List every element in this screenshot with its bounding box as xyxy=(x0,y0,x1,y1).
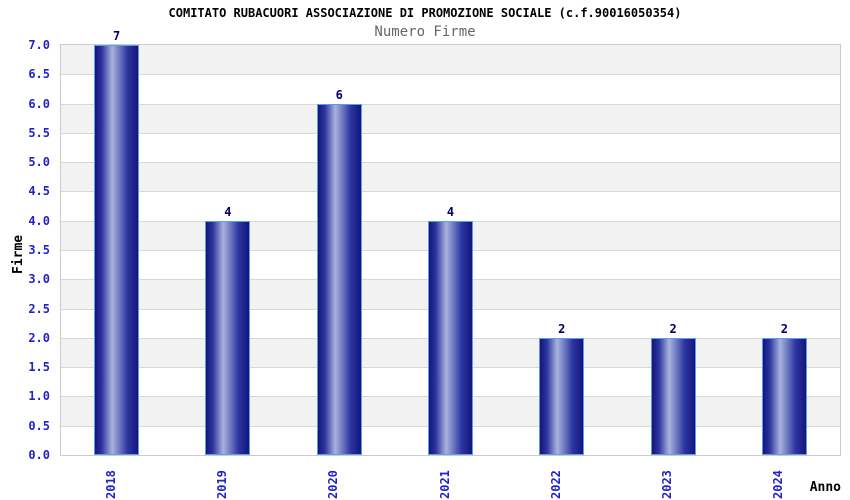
bar-value-label: 7 xyxy=(113,29,121,43)
bar xyxy=(205,220,251,455)
x-tick-label: 2019 xyxy=(214,470,229,499)
y-tick-label: 4.5 xyxy=(28,184,50,199)
y-tick-label: 2.0 xyxy=(28,330,50,345)
y-tick-label: 0.5 xyxy=(28,418,50,433)
bar xyxy=(761,337,807,455)
bar xyxy=(650,337,696,455)
x-tick-label: 2024 xyxy=(771,470,786,499)
x-tick-label: 2023 xyxy=(660,470,675,499)
plot-band xyxy=(61,45,840,75)
bar-value-label: 4 xyxy=(446,204,455,219)
bar-value-label: 2 xyxy=(669,321,677,336)
y-tick-label: 2.5 xyxy=(28,301,50,316)
y-tick-label: 0.0 xyxy=(28,448,50,462)
gridline xyxy=(61,74,840,76)
bar-value-label: 2 xyxy=(558,321,566,336)
y-tick-label: 6.0 xyxy=(28,96,50,111)
chart-title: COMITATO RUBACUORI ASSOCIAZIONE DI PROMO… xyxy=(168,6,682,20)
gridline xyxy=(61,162,840,164)
bar xyxy=(428,220,473,455)
x-tick-label: 2020 xyxy=(326,470,341,499)
y-tick-label: 4.0 xyxy=(28,213,50,228)
bar xyxy=(539,337,585,455)
x-tick-label: 2021 xyxy=(437,470,452,499)
gridline xyxy=(61,132,840,134)
plot-band xyxy=(61,74,840,104)
plot-band xyxy=(61,162,840,192)
bar-value-label: 6 xyxy=(335,87,343,102)
y-tick-label: 3.5 xyxy=(28,243,50,257)
chart-subtitle: Numero Firme xyxy=(374,24,476,40)
y-tick-label: 1.0 xyxy=(28,389,50,404)
y-tick-label: 5.0 xyxy=(28,155,50,170)
bar-value-label: 2 xyxy=(780,321,788,336)
y-tick-label: 5.5 xyxy=(28,125,50,140)
y-tick-label: 3.0 xyxy=(28,272,50,287)
x-tick-label: 2018 xyxy=(103,470,118,499)
bar xyxy=(94,45,140,455)
y-tick-label: 7.0 xyxy=(28,38,50,52)
plot-band xyxy=(61,132,840,163)
x-axis-label: Anno xyxy=(809,480,841,495)
y-tick-label: 6.5 xyxy=(28,67,50,82)
plot-band xyxy=(61,103,840,133)
plot-band xyxy=(61,191,840,221)
gridline xyxy=(61,191,840,193)
gridline xyxy=(61,103,840,105)
bar xyxy=(316,103,362,455)
y-tick-label: 1.5 xyxy=(28,360,50,375)
x-tick-label: 2022 xyxy=(548,470,563,499)
plot-area xyxy=(60,44,841,456)
bar-value-label: 4 xyxy=(224,204,232,219)
